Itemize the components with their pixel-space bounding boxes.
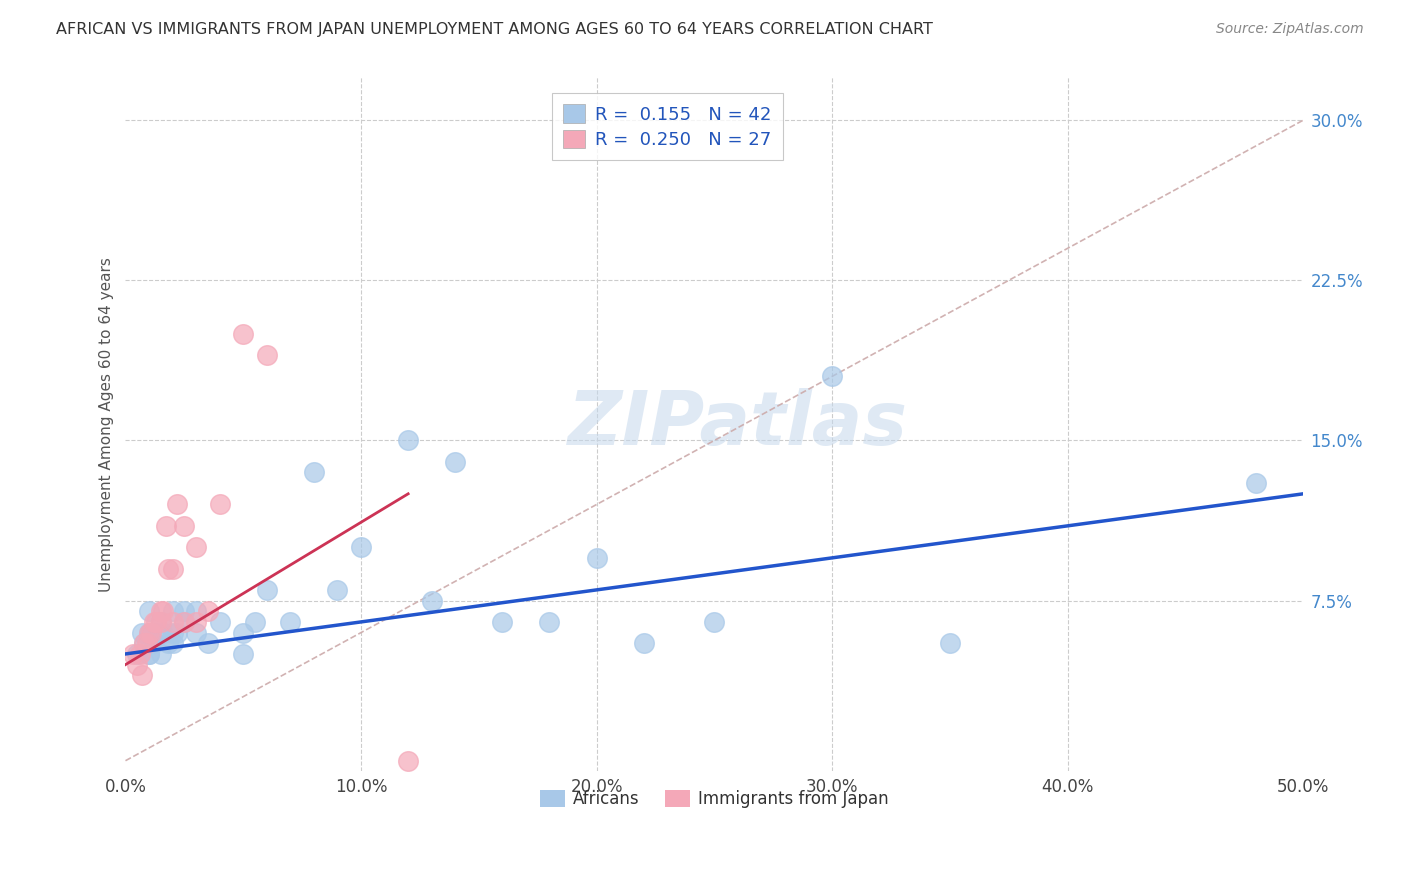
- Point: [162, 615, 184, 629]
- Point: [326, 582, 349, 597]
- Point: [166, 625, 188, 640]
- Point: [138, 625, 160, 640]
- Point: [256, 348, 278, 362]
- Point: [152, 625, 174, 640]
- Point: [149, 615, 172, 629]
- Point: [156, 561, 179, 575]
- Point: [173, 615, 195, 629]
- Point: [127, 657, 149, 672]
- Point: [134, 636, 156, 650]
- Point: [173, 518, 195, 533]
- Point: [173, 604, 195, 618]
- Point: [121, 647, 143, 661]
- Point: [256, 582, 278, 597]
- Point: [186, 625, 208, 640]
- Point: [145, 615, 167, 629]
- Point: [173, 615, 195, 629]
- Point: [280, 615, 302, 629]
- Point: [396, 434, 419, 448]
- Point: [420, 593, 443, 607]
- Point: [138, 647, 160, 661]
- Point: [350, 540, 373, 554]
- Point: [127, 647, 149, 661]
- Point: [491, 615, 513, 629]
- Point: [302, 466, 325, 480]
- Point: [585, 550, 607, 565]
- Point: [162, 625, 184, 640]
- Point: [703, 615, 725, 629]
- Point: [138, 625, 160, 640]
- Point: [208, 615, 231, 629]
- Point: [142, 615, 165, 629]
- Point: [186, 540, 208, 554]
- Legend: Africans, Immigrants from Japan: Africans, Immigrants from Japan: [533, 783, 896, 815]
- Point: [131, 625, 153, 640]
- Point: [821, 369, 844, 384]
- Point: [141, 625, 163, 640]
- Point: [162, 636, 184, 650]
- Point: [142, 636, 165, 650]
- Point: [197, 604, 219, 618]
- Point: [138, 604, 160, 618]
- Text: AFRICAN VS IMMIGRANTS FROM JAPAN UNEMPLOYMENT AMONG AGES 60 TO 64 YEARS CORRELAT: AFRICAN VS IMMIGRANTS FROM JAPAN UNEMPLO…: [56, 22, 934, 37]
- Y-axis label: Unemployment Among Ages 60 to 64 years: Unemployment Among Ages 60 to 64 years: [100, 257, 114, 592]
- Point: [232, 326, 254, 341]
- Text: Source: ZipAtlas.com: Source: ZipAtlas.com: [1216, 22, 1364, 37]
- Point: [149, 615, 172, 629]
- Point: [155, 518, 177, 533]
- Point: [131, 668, 153, 682]
- Text: ZIPatlas: ZIPatlas: [568, 388, 908, 461]
- Point: [208, 498, 231, 512]
- Point: [152, 604, 174, 618]
- Point: [134, 636, 156, 650]
- Point: [197, 636, 219, 650]
- Point: [939, 636, 962, 650]
- Point: [149, 647, 172, 661]
- Point: [156, 636, 179, 650]
- Point: [1244, 476, 1267, 491]
- Point: [538, 615, 561, 629]
- Point: [145, 625, 167, 640]
- Point: [149, 604, 172, 618]
- Point: [396, 754, 419, 768]
- Point: [186, 604, 208, 618]
- Point: [166, 498, 188, 512]
- Point: [128, 647, 150, 661]
- Point: [135, 636, 157, 650]
- Point: [232, 647, 254, 661]
- Point: [232, 625, 254, 640]
- Point: [186, 615, 208, 629]
- Point: [138, 647, 160, 661]
- Point: [162, 561, 184, 575]
- Point: [243, 615, 266, 629]
- Point: [444, 455, 467, 469]
- Point: [162, 604, 184, 618]
- Point: [633, 636, 655, 650]
